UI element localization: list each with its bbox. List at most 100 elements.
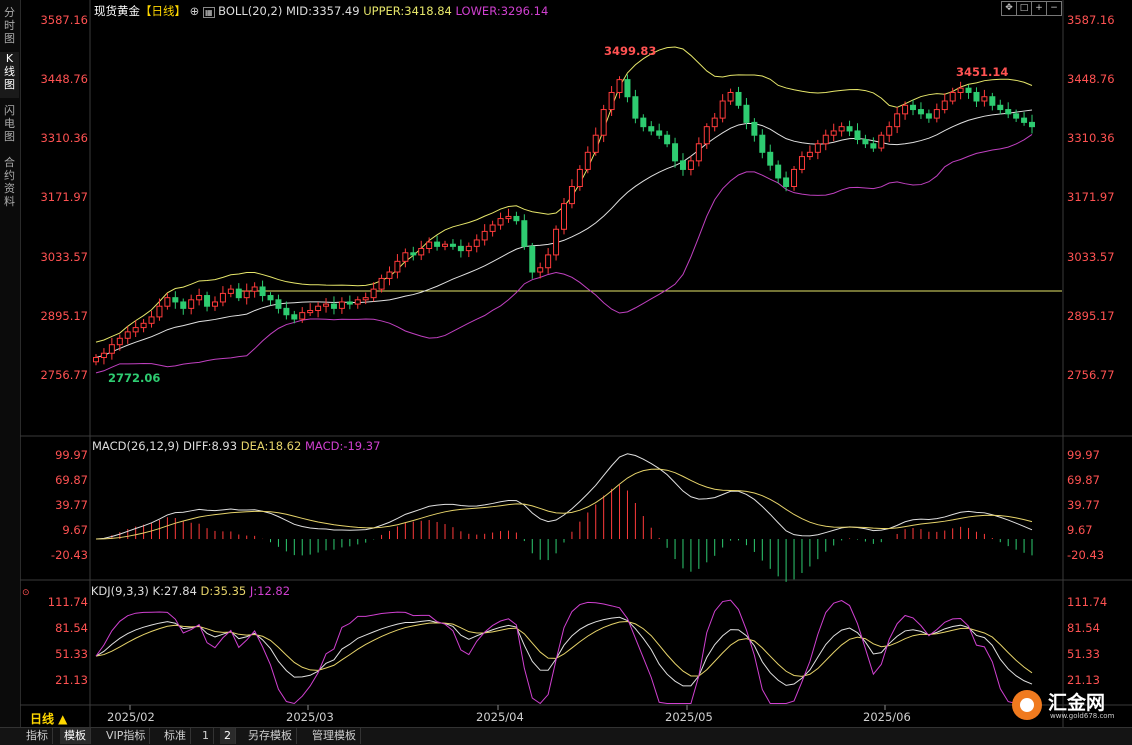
macd-tick-left: -20.43 (50, 548, 88, 562)
candle (687, 156, 694, 176)
kdj-tick-left: 111.74 (47, 595, 88, 609)
tab-timeshare[interactable]: 分时图 (4, 6, 15, 45)
date-label: 2025/04 (476, 710, 524, 724)
kdj-tick-right: 51.33 (1067, 647, 1100, 661)
candle (505, 208, 512, 223)
candle (243, 283, 250, 305)
candle (783, 171, 790, 192)
site-logo: 汇金网 www.gold678.com (1012, 688, 1118, 722)
candle (933, 103, 940, 123)
candle (568, 179, 575, 209)
macd-tick-left: 99.97 (55, 448, 88, 462)
candle (227, 284, 234, 298)
candle (917, 102, 924, 119)
period-selector-button[interactable]: 日线 ▲ (30, 712, 68, 726)
kdj-tick-left: 51.33 (55, 647, 88, 661)
kdj-panel (95, 599, 1033, 705)
kdj-d: D:35.35 (200, 584, 247, 598)
annotation-high2: 3451.14 (956, 65, 1009, 79)
kdj-tick-left: 21.13 (55, 673, 88, 687)
candle (283, 301, 290, 320)
candle (323, 298, 330, 313)
tab-flash[interactable]: 闪电图 (4, 104, 15, 143)
candle (291, 310, 298, 324)
candle (346, 295, 353, 310)
candle (1029, 114, 1035, 134)
candle (378, 274, 385, 293)
boll-mid-line (95, 109, 1033, 359)
candle (1021, 112, 1028, 126)
candle (545, 248, 552, 274)
candle (473, 234, 480, 253)
price-tick-left: 2756.77 (40, 368, 88, 382)
kdj-tick-right: 111.74 (1067, 595, 1108, 609)
candle (791, 165, 798, 191)
candle (394, 254, 401, 279)
tab-vip-indicators[interactable]: VIP指标 (102, 728, 151, 744)
macd-dea-line (95, 468, 1033, 540)
candle (822, 129, 829, 151)
settings-icon[interactable]: ⊕ (189, 4, 200, 18)
crosshair-icon[interactable]: ✥ (1001, 1, 1017, 16)
candle (354, 296, 361, 309)
logo-url: www.gold678.com (1050, 712, 1115, 720)
boll-params-icon[interactable]: ▦ (202, 7, 215, 18)
candle (275, 294, 282, 314)
price-tick-right: 2756.77 (1067, 368, 1115, 382)
logo-text: 汇金网 (1048, 692, 1106, 714)
tab-contract-info[interactable]: 合约资料 (4, 156, 15, 208)
kdj-settings-icon[interactable]: ⊙ (22, 588, 30, 598)
candle (1013, 109, 1020, 122)
candle (973, 87, 980, 107)
maximize-icon[interactable]: □ (1016, 1, 1032, 16)
candle (537, 262, 544, 279)
candle (878, 131, 885, 152)
candle (196, 288, 203, 306)
candle (910, 99, 917, 116)
candle (434, 235, 441, 251)
zoom-out-icon[interactable]: − (1046, 1, 1062, 16)
period-label: 【日线】 (140, 4, 186, 18)
price-tick-left: 3171.97 (40, 190, 88, 204)
macd-tick-right: 99.97 (1067, 448, 1100, 462)
candle (402, 248, 409, 268)
candle (632, 89, 639, 124)
tab-templates[interactable]: 模板 (60, 728, 91, 744)
instrument-name: 现货黄金 (94, 4, 140, 18)
tab-save-template[interactable]: 另存模板 (244, 728, 297, 744)
candle (561, 198, 567, 235)
candle (553, 225, 560, 261)
candle (497, 212, 504, 230)
candle (299, 307, 306, 323)
candle (624, 74, 631, 103)
candle (370, 282, 377, 302)
price-tick-right: 2895.17 (1067, 309, 1115, 323)
macd-tick-right: 9.67 (1067, 523, 1093, 537)
candle (703, 123, 710, 149)
candle (695, 137, 702, 167)
candle (156, 298, 163, 321)
candle (481, 224, 488, 246)
tab-indicators[interactable]: 指标 (22, 728, 53, 744)
zoom-in-icon[interactable]: + (1031, 1, 1047, 16)
logo-icon-inner (1020, 698, 1034, 712)
date-label: 2025/06 (863, 710, 911, 724)
candle (902, 101, 909, 120)
candle (93, 354, 99, 366)
tab-page-1[interactable]: 1 (198, 728, 214, 744)
macd-title: MACD(26,12,9) DIFF:8.93 DEA:18.62 MACD:-… (92, 439, 380, 453)
tab-standard[interactable]: 标准 (160, 728, 191, 744)
price-tick-left: 3310.36 (40, 131, 88, 145)
kdj-title: ⊙ KDJ(9,3,3) K:27.84 D:35.35 J:12.82 (22, 584, 290, 598)
tab-manage-templates[interactable]: 管理模板 (308, 728, 361, 744)
macd-diff-line (95, 453, 1033, 540)
kdj-tick-right: 81.54 (1067, 621, 1100, 635)
macd-panel (95, 453, 1033, 582)
date-label: 2025/03 (286, 710, 334, 724)
tab-page-2[interactable]: 2 (220, 728, 236, 744)
macd-tick-left: 39.77 (55, 498, 88, 512)
candle (148, 310, 155, 328)
price-tick-right: 3171.97 (1067, 190, 1115, 204)
